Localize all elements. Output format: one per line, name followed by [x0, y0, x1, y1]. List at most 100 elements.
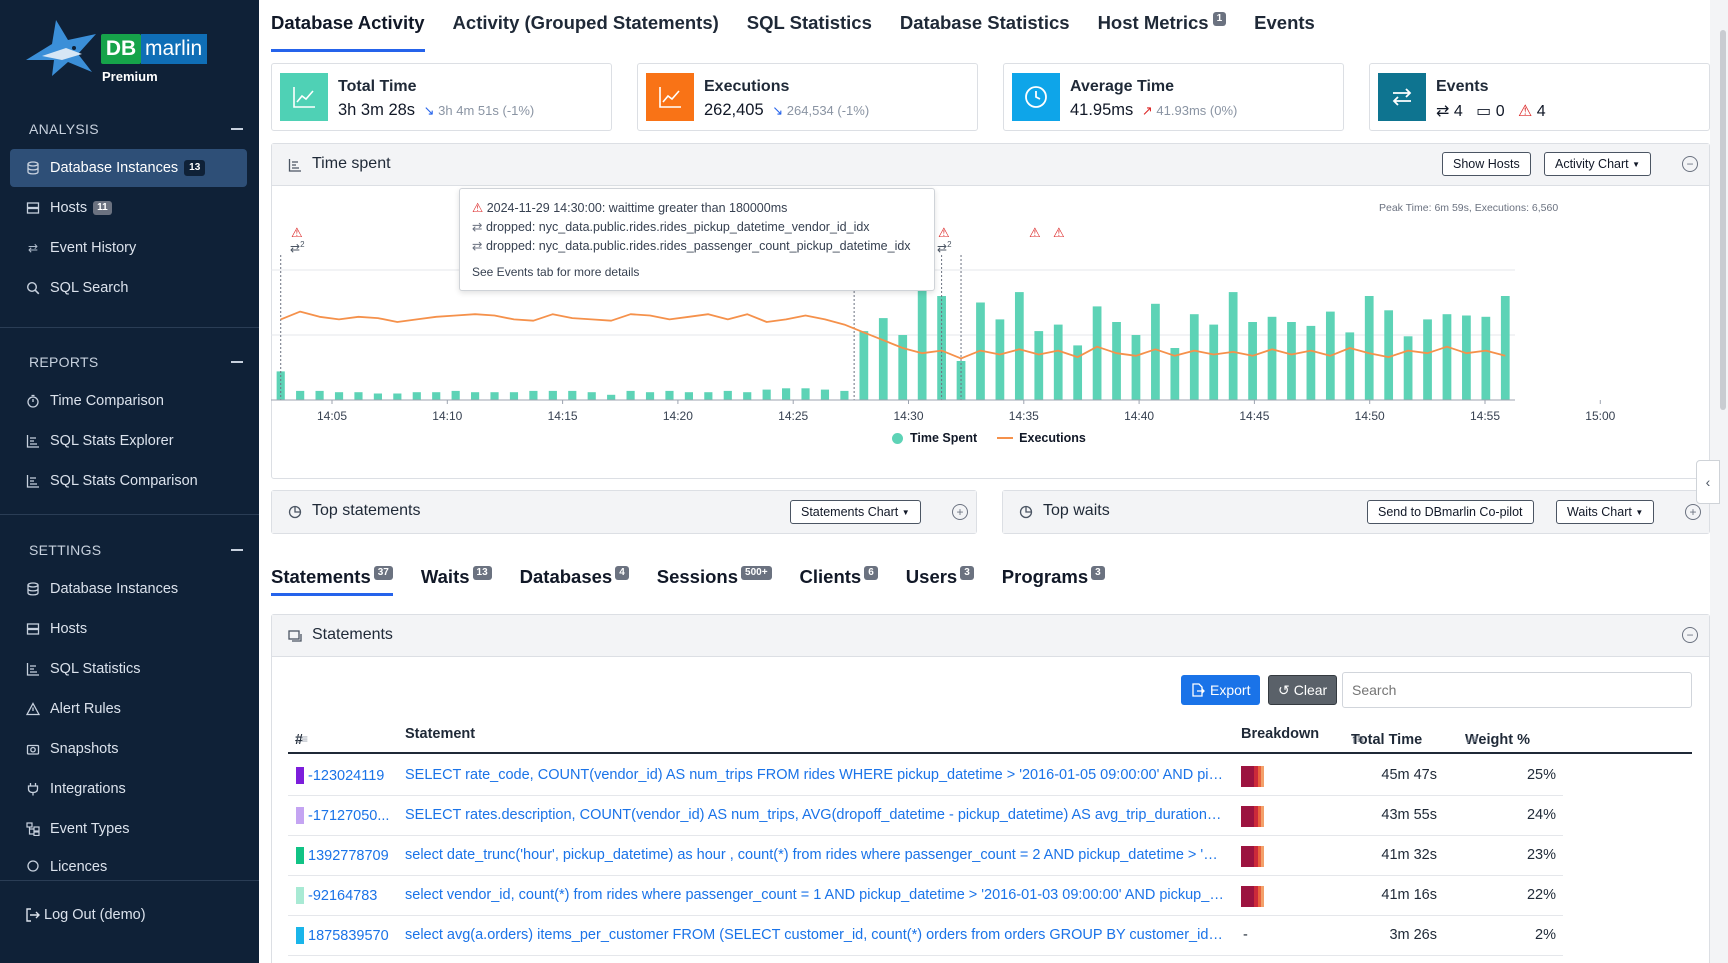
alert-marker-icon[interactable]: ⚠	[1053, 225, 1065, 240]
time-spent-bar[interactable]	[820, 389, 830, 400]
time-spent-bar[interactable]	[1228, 292, 1238, 400]
sidebar-item-snapshots[interactable]: Snapshots	[10, 730, 247, 768]
sidebar-item-licences[interactable]: Licences	[10, 850, 247, 876]
events-card[interactable]: Events ⇄ 4 ▭ 0 ⚠ 4	[1369, 63, 1710, 131]
time-spent-bar[interactable]	[1403, 336, 1413, 400]
time-spent-bar[interactable]	[334, 392, 344, 400]
time-spent-bar[interactable]	[782, 388, 791, 400]
time-spent-bar[interactable]	[1209, 324, 1219, 400]
statement-text-link[interactable]: select vendor_id, count(*) from rides wh…	[405, 887, 1225, 903]
dbmarlin-logo[interactable]: DB marlin Premium	[22, 14, 222, 94]
time-spent-bar[interactable]	[1267, 316, 1277, 400]
time-spent-bar[interactable]	[1053, 324, 1063, 400]
sort-icon[interactable]: ↓≡	[1465, 732, 1479, 746]
time-spent-bar[interactable]	[1112, 322, 1121, 400]
time-spent-bar[interactable]	[587, 392, 596, 400]
clear-button[interactable]: ↺ Clear	[1268, 675, 1338, 705]
time-spent-bar[interactable]	[1481, 316, 1491, 400]
col-statement[interactable]: Statement	[405, 726, 476, 742]
time-spent-bar[interactable]	[354, 392, 363, 400]
time-spent-bar[interactable]	[859, 331, 869, 400]
time-spent-bar[interactable]	[704, 392, 713, 400]
tab-databases[interactable]: Databases 4	[520, 566, 629, 596]
tab-host-metrics[interactable]: Host Metrics 1	[1098, 12, 1227, 52]
time-spent-bar[interactable]	[645, 392, 655, 400]
time-spent-bar[interactable]	[276, 371, 285, 400]
tab-sql-statistics[interactable]: SQL Statistics	[747, 12, 872, 52]
time-spent-bar[interactable]	[412, 392, 421, 400]
statement-id-link[interactable]: -17127050...	[296, 807, 389, 824]
sidebar-item-settings-hosts[interactable]: Hosts	[10, 610, 247, 648]
time-spent-bar[interactable]	[393, 393, 402, 401]
time-spent-bar[interactable]	[1131, 335, 1141, 400]
sidebar-item-settings-database-instances[interactable]: Database Instances	[10, 570, 247, 608]
breakdown-bar[interactable]	[1241, 806, 1264, 827]
tab-users[interactable]: Users 3	[906, 566, 974, 596]
time-spent-bar[interactable]	[529, 390, 538, 400]
activity-chart-dropdown[interactable]: Activity Chart ▼	[1544, 152, 1652, 176]
tab-events[interactable]: Events	[1254, 12, 1315, 52]
time-spent-bar[interactable]	[1306, 325, 1316, 400]
collapse-panel-button[interactable]: −	[1682, 156, 1698, 172]
time-spent-bar[interactable]	[878, 318, 888, 400]
table-row[interactable]: -123024119 SELECT rate_code, COUNT(vendor…	[288, 756, 1563, 796]
table-row[interactable]: 1875839570 select avg(a.orders) items_per…	[288, 916, 1563, 956]
sort-icon[interactable]: ↓≡	[295, 732, 309, 746]
scrollbar[interactable]	[1720, 30, 1726, 410]
statement-id-link[interactable]: -123024119	[296, 767, 384, 784]
time-spent-bar[interactable]	[568, 390, 577, 400]
tab-database-statistics[interactable]: Database Statistics	[900, 12, 1070, 52]
time-spent-bar[interactable]	[840, 390, 849, 400]
time-spent-bar[interactable]	[1500, 296, 1510, 400]
sidebar-item-time-comparison[interactable]: Time Comparison	[10, 382, 247, 420]
analysis-header[interactable]: ANALYSIS	[0, 109, 259, 149]
tab-programs[interactable]: Programs 3	[1002, 566, 1105, 596]
time-spent-bar[interactable]	[995, 319, 1005, 400]
time-spent-bar[interactable]	[607, 394, 616, 400]
time-spent-bar[interactable]	[373, 393, 382, 401]
sidebar-item-event-types[interactable]: Event Types	[10, 810, 247, 848]
table-row[interactable]: 1392778709 select date_trunc('hour', pick…	[288, 836, 1563, 876]
sort-icon[interactable]: ↑≡	[1351, 732, 1365, 746]
collapse-panel-button[interactable]: −	[1682, 627, 1698, 643]
statements-chart-dropdown[interactable]: Statements Chart ▼	[790, 500, 921, 524]
tab-statements[interactable]: Statements 37	[271, 566, 393, 596]
collapse-icon[interactable]	[231, 128, 243, 130]
sidebar-item-event-history[interactable]: ⇄ Event History	[10, 229, 247, 267]
time-spent-bar[interactable]	[723, 390, 732, 400]
time-spent-bar[interactable]	[1384, 310, 1394, 400]
sidebar-item-settings-sql-statistics[interactable]: SQL Statistics	[10, 650, 247, 688]
breakdown-bar[interactable]	[1241, 766, 1264, 787]
time-spent-bar[interactable]	[1073, 345, 1083, 400]
time-spent-bar[interactable]	[684, 392, 693, 400]
time-spent-bar[interactable]	[1170, 348, 1180, 400]
activity-chart[interactable]: 14:05 14:10 14:15 14:20 14:25 14:30 14:35 14:40…	[259, 0, 1710, 470]
statement-id-link[interactable]: 1392778709	[296, 847, 389, 864]
time-spent-bar[interactable]	[1345, 332, 1355, 400]
executions-card[interactable]: Executions 262,405 ↘ 264,534 (-1%)	[637, 63, 978, 131]
sidebar-item-sql-stats-explorer[interactable]: SQL Stats Explorer	[10, 422, 247, 460]
statement-text-link[interactable]: SELECT rates.description, COUNT(vendor_i…	[405, 807, 1225, 823]
time-spent-bar[interactable]	[490, 392, 499, 400]
time-spent-bar[interactable]	[1248, 322, 1257, 400]
alert-marker-icon[interactable]: ⚠	[1029, 225, 1041, 240]
time-spent-bar[interactable]	[1442, 314, 1452, 400]
tab-waits[interactable]: Waits 13	[421, 566, 492, 596]
average-time-card[interactable]: Average Time 41.95ms ↗ 41.93ms (0%)	[1003, 63, 1344, 131]
expand-panel-button[interactable]: +	[1685, 504, 1701, 520]
waits-chart-dropdown[interactable]: Waits Chart ▼	[1556, 500, 1655, 524]
tab-activity-grouped[interactable]: Activity (Grouped Statements)	[453, 12, 719, 52]
time-spent-bar[interactable]	[898, 335, 908, 400]
change-marker-icon[interactable]: ⇄2	[290, 240, 305, 255]
time-spent-bar[interactable]	[432, 392, 441, 400]
time-spent-bar[interactable]	[743, 392, 752, 400]
breakdown-bar[interactable]	[1241, 886, 1264, 907]
time-spent-bar[interactable]	[801, 388, 810, 400]
time-spent-bar[interactable]	[1092, 306, 1102, 400]
export-button[interactable]: Export	[1181, 675, 1261, 705]
statement-id-link[interactable]: 1875839570	[296, 927, 389, 944]
statement-text-link[interactable]: SELECT rate_code, COUNT(vendor_id) AS nu…	[405, 767, 1225, 783]
time-spent-bar[interactable]	[762, 389, 771, 400]
time-spent-bar[interactable]	[451, 390, 460, 400]
collapse-icon[interactable]	[231, 361, 243, 363]
